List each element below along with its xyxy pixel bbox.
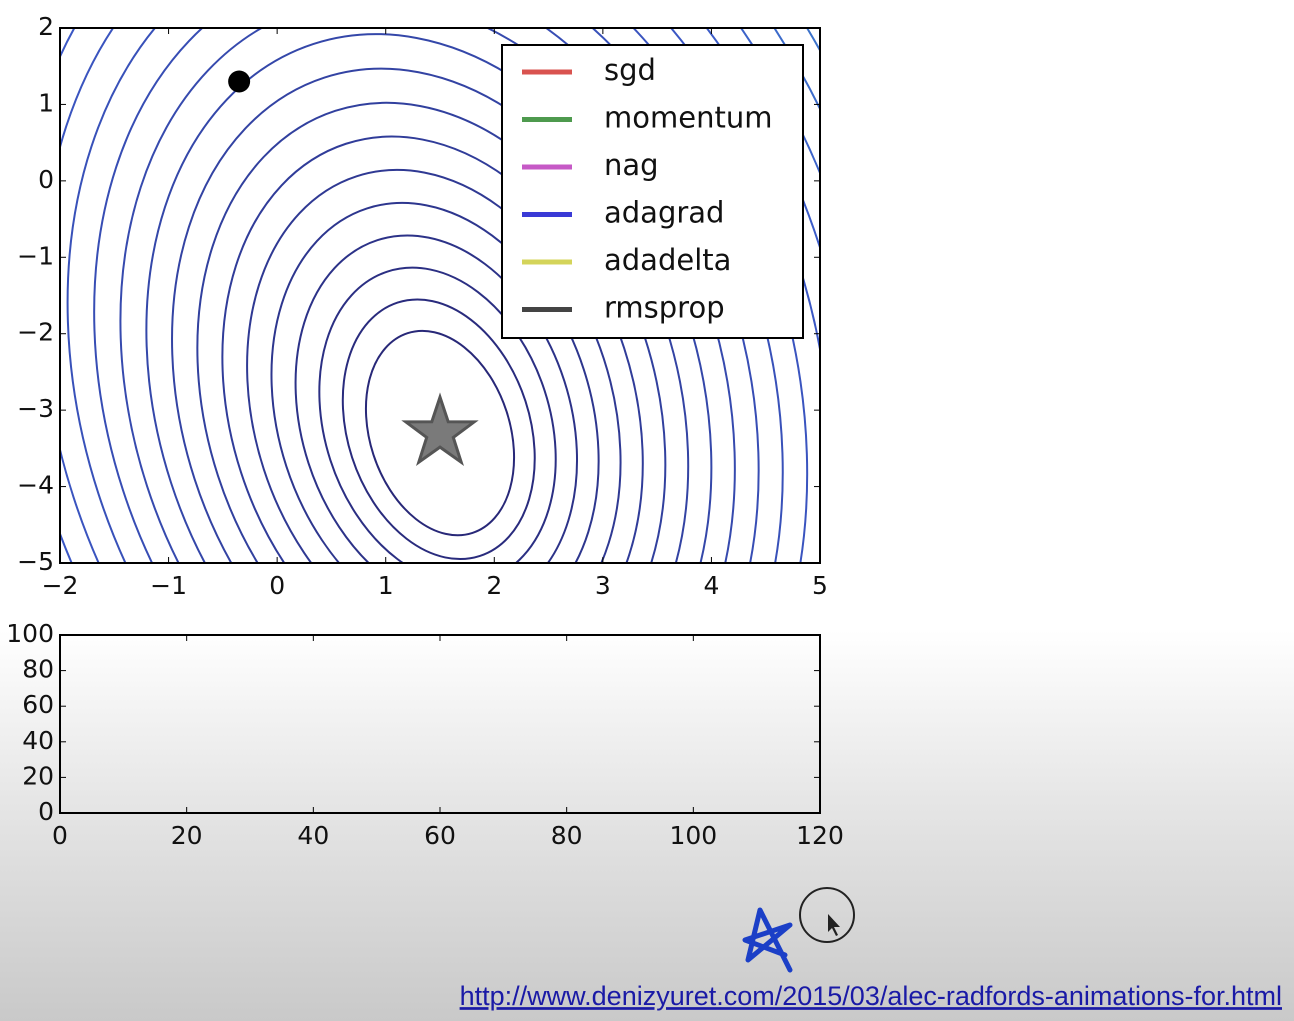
- legend-label: sgd: [604, 53, 656, 87]
- minimum-star: [401, 392, 479, 467]
- legend-label: rmsprop: [604, 291, 725, 325]
- plot-frame: [59, 27, 821, 564]
- x-tick-label: 120: [796, 821, 844, 850]
- legend-label: adagrad: [604, 196, 724, 230]
- contour-line: [60, 28, 820, 563]
- contour-line: [60, 28, 820, 563]
- x-tick-label: 3: [595, 571, 611, 600]
- contour-line: [341, 298, 536, 561]
- y-tick-label: 0: [38, 165, 54, 194]
- y-tick-label: −4: [17, 471, 54, 500]
- y-tick-label: −3: [17, 394, 54, 423]
- x-tick-label: 0: [269, 571, 285, 600]
- y-tick-label: 80: [22, 655, 54, 684]
- pen-scribble: [742, 907, 793, 973]
- x-tick-label: 100: [669, 821, 717, 850]
- plot-frame: [59, 634, 821, 814]
- contour-line: [364, 329, 516, 537]
- cursor: [828, 914, 840, 936]
- contour-line: [221, 135, 644, 563]
- contour-line: [270, 201, 600, 563]
- y-tick-label: −5: [17, 547, 54, 576]
- x-tick-label: 40: [297, 821, 329, 850]
- x-tick-label: 0: [52, 821, 68, 850]
- y-tick-label: 40: [22, 726, 54, 755]
- x-tick-label: 80: [551, 821, 583, 850]
- start-point: [228, 70, 251, 93]
- x-tick-label: 2: [486, 571, 502, 600]
- contour-line: [318, 266, 557, 563]
- legend-label: nag: [604, 148, 659, 182]
- x-tick-label: 1: [378, 571, 394, 600]
- legend-box: [501, 44, 804, 339]
- x-tick-label: 20: [171, 821, 203, 850]
- y-tick-label: 0: [38, 797, 54, 826]
- y-tick-label: 2: [38, 12, 54, 41]
- x-tick-label: 4: [703, 571, 719, 600]
- x-tick-label: 5: [812, 571, 828, 600]
- contour-line: [294, 234, 579, 563]
- link[interactable]: http://www.denizyuret.com/2015/03/alec-r…: [460, 981, 1282, 1011]
- x-tick-label: −1: [150, 571, 187, 600]
- y-tick-label: 60: [22, 690, 54, 719]
- x-tick-label: −2: [42, 571, 79, 600]
- x-tick-label: 60: [424, 821, 456, 850]
- y-tick-label: −2: [17, 318, 54, 347]
- legend-label: momentum: [604, 101, 772, 135]
- legend-label: adadelta: [604, 243, 731, 277]
- y-tick-label: 100: [6, 619, 54, 648]
- cursor-ring: [799, 887, 855, 943]
- y-tick-label: 1: [38, 88, 54, 117]
- y-tick-label: 20: [22, 761, 54, 790]
- contour-line: [246, 168, 622, 563]
- y-tick-label: −1: [17, 241, 54, 270]
